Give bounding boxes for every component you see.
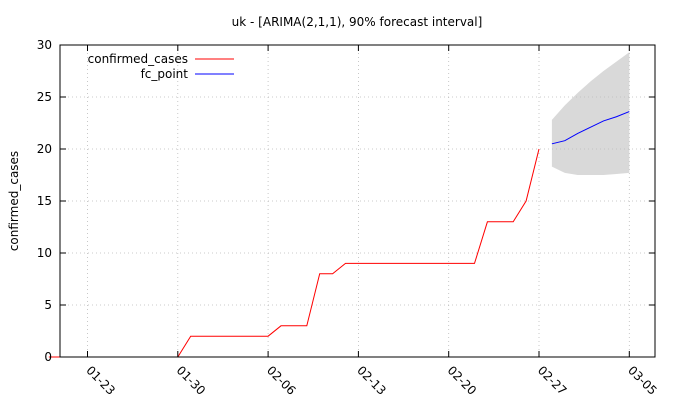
legend-label-fc-point: fc_point [141, 67, 189, 81]
grid-layer [60, 45, 655, 357]
y-tick-label: 15 [37, 194, 52, 208]
y-tick-label: 5 [44, 298, 52, 312]
legend-label-confirmed-cases: confirmed_cases [88, 52, 188, 66]
y-tick-label: 25 [37, 90, 52, 104]
forecast-interval-layer [551, 52, 630, 175]
y-tick-label: 0 [44, 350, 52, 364]
y-tick-label: 20 [37, 142, 52, 156]
y-tick-label: 10 [37, 246, 52, 260]
y-tick-label: 30 [37, 38, 52, 52]
y-axis-label: confirmed_cases [7, 151, 21, 251]
chart-title: uk - [ARIMA(2,1,1), 90% forecast interva… [232, 15, 483, 29]
forecast-interval-band [551, 52, 630, 175]
series-line-fc-point [551, 111, 630, 145]
